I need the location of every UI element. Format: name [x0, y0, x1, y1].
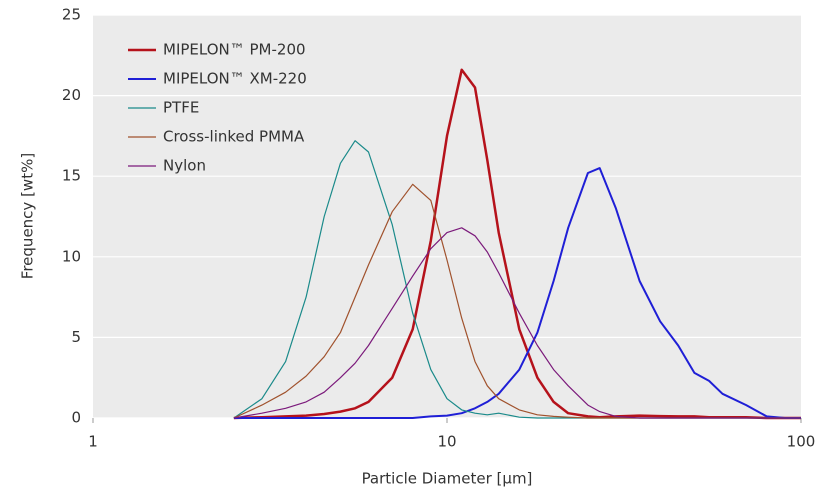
y-tick-label: 5: [71, 328, 81, 346]
y-axis-label: Frequency [wt%]: [19, 153, 37, 279]
x-tick-label: 1: [88, 433, 98, 451]
y-tick-label: 10: [62, 247, 81, 265]
legend-label: Nylon: [163, 157, 206, 175]
y-tick-label: 15: [62, 167, 81, 185]
legend-label: MIPELON™ PM-200: [163, 41, 306, 59]
y-tick-label: 0: [71, 409, 81, 427]
y-tick-label: 20: [62, 86, 81, 104]
series-line: [233, 68, 801, 420]
series-line: [233, 227, 801, 419]
plot-area: [93, 15, 801, 418]
legend-label: Cross-linked PMMA: [163, 128, 305, 146]
legend-label: PTFE: [163, 99, 199, 117]
legend-label: MIPELON™ XM-220: [163, 70, 307, 88]
x-axis-label: Particle Diameter [µm]: [362, 470, 533, 488]
x-tick-label: 10: [437, 433, 456, 451]
y-tick-label: 25: [62, 6, 81, 24]
series-line: [233, 167, 801, 419]
x-tick-label: 100: [787, 433, 816, 451]
